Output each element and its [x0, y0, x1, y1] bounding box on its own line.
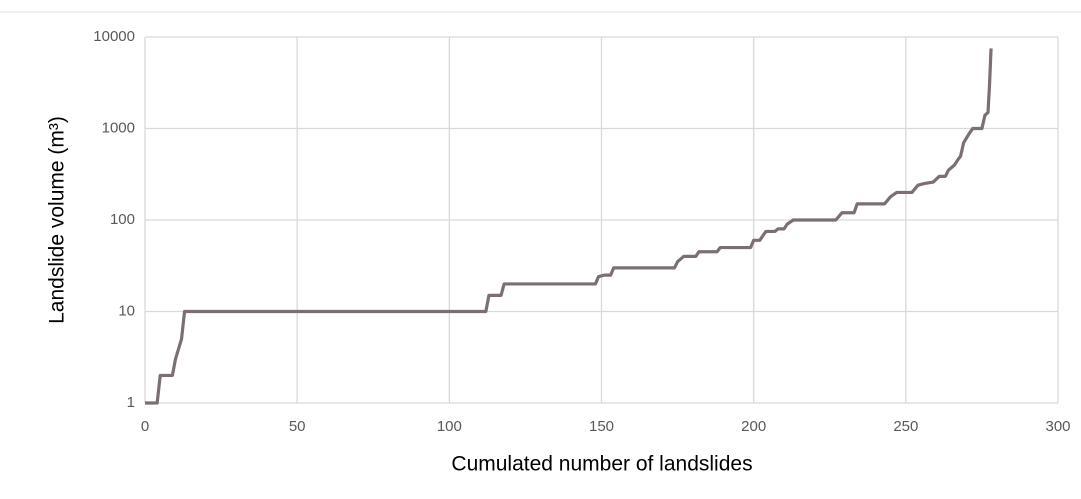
x-tick-label: 200 — [741, 418, 766, 435]
x-tick-label: 250 — [893, 418, 918, 435]
x-tick-label: 100 — [437, 418, 462, 435]
x-tick-label: 0 — [141, 418, 149, 435]
y-tick-label: 10000 — [93, 28, 135, 45]
y-tick-label: 10 — [118, 302, 135, 319]
x-tick-label: 300 — [1045, 418, 1070, 435]
y-axis-title: Landslide volume (m³) — [46, 116, 69, 324]
x-tick-label: 150 — [589, 418, 614, 435]
y-tick-label: 1000 — [102, 119, 135, 136]
y-tick-label: 1 — [127, 394, 135, 411]
x-axis-title: Cumulated number of landslides — [451, 453, 752, 476]
x-tick-label: 50 — [289, 418, 306, 435]
y-tick-label: 100 — [110, 211, 135, 228]
data-line — [145, 48, 993, 405]
